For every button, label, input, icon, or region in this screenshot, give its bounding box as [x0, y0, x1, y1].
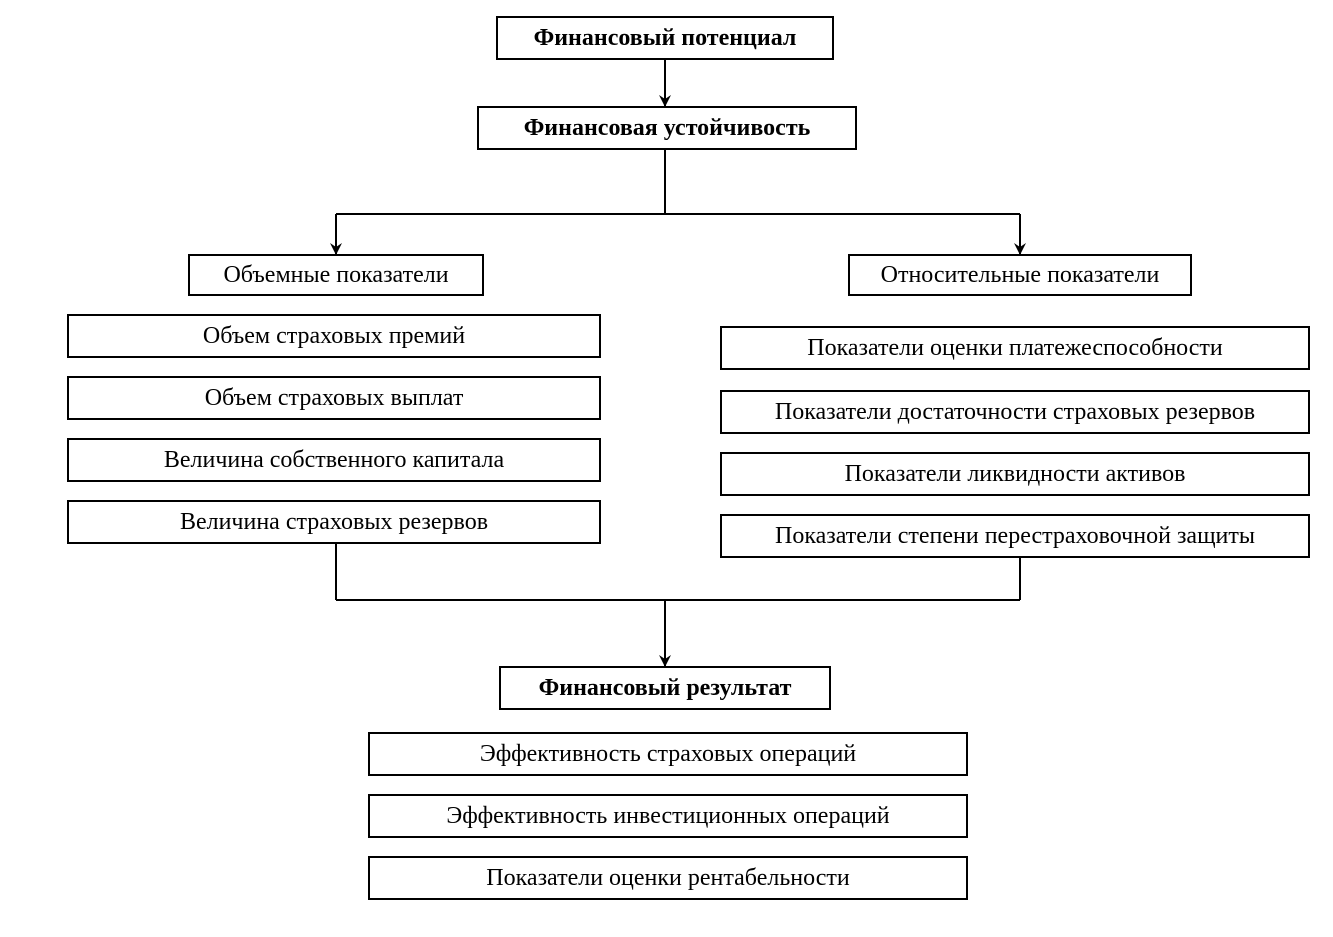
node-reserve-adequacy: Показатели достаточности страховых резер… [720, 390, 1310, 434]
node-label: Показатели оценки платежеспособности [807, 334, 1223, 363]
node-profitability-indicators: Показатели оценки рентабельности [368, 856, 968, 900]
node-financial-result: Финансовый результат [499, 666, 831, 710]
node-label: Показатели достаточности страховых резер… [775, 398, 1255, 427]
node-label: Финансовый потенциал [534, 24, 797, 53]
node-label: Объемные показатели [223, 261, 448, 290]
node-solvency-indicators: Показатели оценки платежеспособности [720, 326, 1310, 370]
node-financial-potential: Финансовый потенциал [496, 16, 834, 60]
node-label: Показатели ликвидности активов [845, 460, 1186, 489]
node-insurance-ops-efficiency: Эффективность страховых операций [368, 732, 968, 776]
node-premium-volume: Объем страховых премий [67, 314, 601, 358]
node-volume-indicators: Объемные показатели [188, 254, 484, 296]
flowchart-canvas: Финансовый потенциал Финансовая устойчив… [0, 0, 1333, 937]
node-liquidity-indicators: Показатели ликвидности активов [720, 452, 1310, 496]
node-label: Эффективность страховых операций [480, 740, 856, 769]
node-label: Объем страховых выплат [205, 384, 464, 413]
node-equity-size: Величина собственного капитала [67, 438, 601, 482]
node-label: Финансовый результат [539, 674, 792, 703]
node-label: Эффективность инвестиционных операций [446, 802, 889, 831]
node-reinsurance-protection: Показатели степени перестраховочной защи… [720, 514, 1310, 558]
node-label: Показатели оценки рентабельности [486, 864, 849, 893]
node-label: Показатели степени перестраховочной защи… [775, 522, 1255, 551]
node-investment-ops-efficiency: Эффективность инвестиционных операций [368, 794, 968, 838]
node-financial-stability: Финансовая устойчивость [477, 106, 857, 150]
node-label: Величина собственного капитала [164, 446, 504, 475]
node-relative-indicators: Относительные показатели [848, 254, 1192, 296]
node-reserves-size: Величина страховых резервов [67, 500, 601, 544]
node-label: Финансовая устойчивость [524, 114, 811, 143]
node-label: Объем страховых премий [203, 322, 465, 351]
node-label: Величина страховых резервов [180, 508, 488, 537]
node-label: Относительные показатели [881, 261, 1160, 290]
node-payout-volume: Объем страховых выплат [67, 376, 601, 420]
